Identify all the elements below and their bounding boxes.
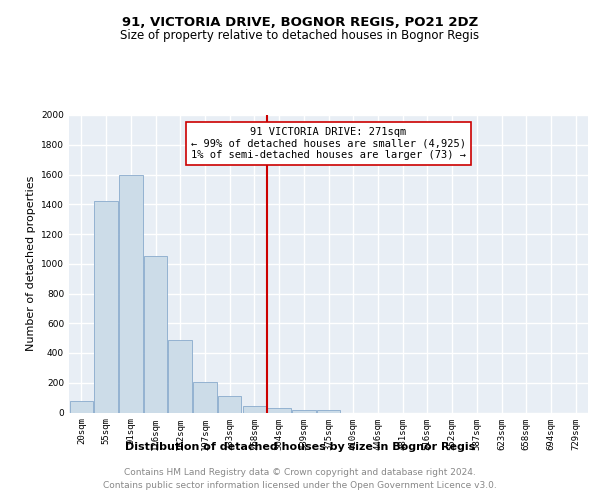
Y-axis label: Number of detached properties: Number of detached properties — [26, 176, 35, 352]
Text: Contains public sector information licensed under the Open Government Licence v3: Contains public sector information licen… — [103, 480, 497, 490]
Bar — [94, 202, 118, 412]
Bar — [70, 400, 93, 412]
Bar — [242, 406, 266, 412]
Text: 91 VICTORIA DRIVE: 271sqm
← 99% of detached houses are smaller (4,925)
1% of sem: 91 VICTORIA DRIVE: 271sqm ← 99% of detac… — [191, 127, 466, 160]
Text: Contains HM Land Registry data © Crown copyright and database right 2024.: Contains HM Land Registry data © Crown c… — [124, 468, 476, 477]
Text: Size of property relative to detached houses in Bognor Regis: Size of property relative to detached ho… — [121, 28, 479, 42]
Bar — [193, 382, 217, 412]
Bar — [317, 410, 340, 412]
Bar — [268, 408, 291, 412]
Text: 91, VICTORIA DRIVE, BOGNOR REGIS, PO21 2DZ: 91, VICTORIA DRIVE, BOGNOR REGIS, PO21 2… — [122, 16, 478, 29]
Text: Distribution of detached houses by size in Bognor Regis: Distribution of detached houses by size … — [125, 442, 475, 452]
Bar — [292, 410, 316, 412]
Bar — [218, 396, 241, 412]
Bar — [119, 174, 143, 412]
Bar — [169, 340, 192, 412]
Bar — [144, 256, 167, 412]
